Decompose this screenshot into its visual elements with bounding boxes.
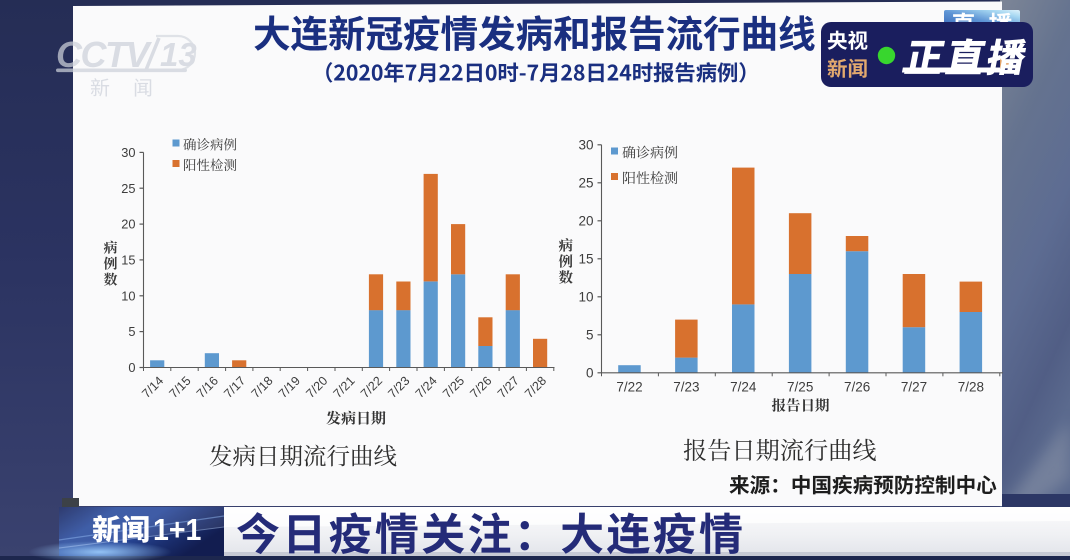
svg-text:7/26: 7/26 [844,380,870,395]
svg-text:7/23: 7/23 [673,380,699,395]
svg-text:25: 25 [578,175,593,190]
svg-text:CCTV: CCTV [56,34,152,75]
svg-text:7/24: 7/24 [730,380,757,395]
svg-text:5: 5 [586,327,594,342]
svg-text:15: 15 [578,251,593,266]
svg-text:1+1: 1+1 [153,513,201,547]
svg-text:7/22: 7/22 [616,380,642,395]
svg-text:25: 25 [121,181,135,196]
svg-text:10: 10 [578,289,593,304]
svg-text:0: 0 [128,360,135,375]
svg-text:30: 30 [578,137,593,152]
svg-text:20: 20 [578,213,593,228]
svg-text:20: 20 [121,217,135,232]
svg-text:30: 30 [121,145,135,160]
svg-text:7/28: 7/28 [958,380,984,395]
svg-text:0: 0 [586,365,594,380]
svg-text:10: 10 [121,288,135,303]
svg-text:5: 5 [128,324,135,339]
svg-text:7/27: 7/27 [901,380,927,395]
svg-text:15: 15 [121,252,135,267]
svg-text:7/25: 7/25 [787,380,813,395]
